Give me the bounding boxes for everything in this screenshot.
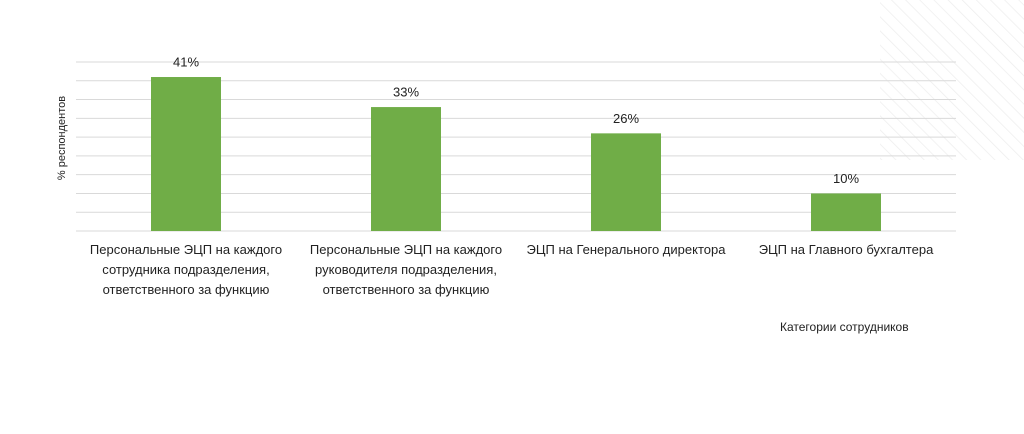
bar [811, 193, 881, 231]
value-label: 26% [613, 111, 639, 126]
x-axis-label: Категории сотрудников [780, 320, 909, 334]
decoration [880, 0, 1024, 160]
x-tick-label: ЭЦП на Главного бухгалтера [758, 242, 934, 257]
value-label: 10% [833, 171, 859, 186]
x-tick-label: Персональные ЭЦП на каждого сотрудника п… [89, 242, 283, 297]
value-label: 33% [393, 85, 419, 100]
bar [591, 133, 661, 231]
x-tick-label: Персональные ЭЦП на каждого руководителя… [309, 242, 503, 297]
value-label: 41% [173, 54, 199, 69]
y-axis-label: % респондентов [56, 96, 68, 180]
bar [151, 77, 221, 232]
bar [371, 107, 441, 231]
x-tick-label: ЭЦП на Генерального директора [526, 242, 726, 257]
